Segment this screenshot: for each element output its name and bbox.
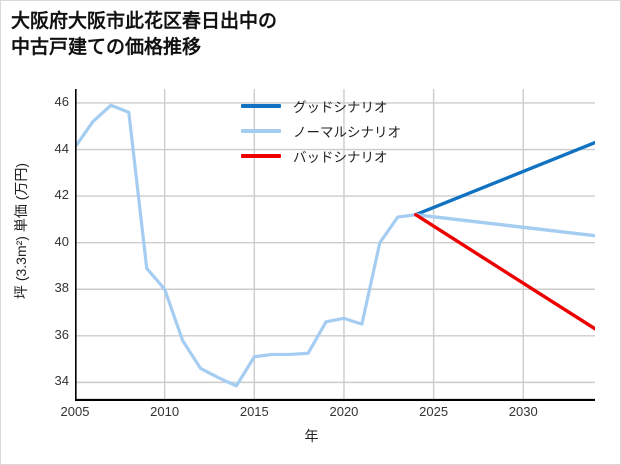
series-line [75,103,418,388]
legend-color-swatch [241,103,281,108]
legend-item: グッドシナリオ [241,93,441,118]
y-axis-tick-label: 42 [54,187,69,203]
legend-item: ノーマルシナリオ [241,118,441,143]
gridlines [75,89,595,401]
series-line [413,140,595,217]
x-axis-tick-label: 2005 [60,404,90,419]
legend-label: ノーマルシナリオ [293,124,401,140]
legend-label: グッドシナリオ [293,99,388,115]
y-axis-tick-label: 36 [54,326,69,342]
x-axis-tick-label: 2025 [419,404,449,419]
y-axis-tick-label: 38 [54,280,69,296]
x-axis-tick-label: 2010 [150,404,180,419]
x-axis-tick-label: 2015 [239,404,269,419]
chart-title: 大阪府大阪市此花区春日出中の 中古戸建ての価格推移 [11,11,278,58]
y-axis-label: 坪 (3.3m²) 単価 (万円) [1,1,29,299]
x-axis-tick-label: 2030 [508,404,538,419]
legend-color-swatch [241,153,281,158]
legend-label: バッドシナリオ [293,149,388,165]
chart-legend: グッドシナリオ ノーマルシナリオ バッドシナリオ [241,93,441,168]
y-axis-tick-label: 40 [54,233,69,249]
legend-item: バッドシナリオ [241,143,441,168]
series-line [413,213,595,238]
y-axis-tick-label: 44 [54,140,69,156]
legend-color-swatch [241,128,281,133]
y-axis-tick-label: 46 [54,93,69,109]
plot-svg [75,89,595,401]
data-series-group [75,103,595,388]
y-axis-label-text: 坪 (3.3m²) 単価 (万円) [13,162,29,300]
y-axis-tick-label: 34 [54,373,69,389]
x-axis-label: 年 [304,428,319,444]
x-axis-tick-label: 2020 [329,404,359,419]
series-line [413,213,595,331]
plot-area [75,89,595,401]
